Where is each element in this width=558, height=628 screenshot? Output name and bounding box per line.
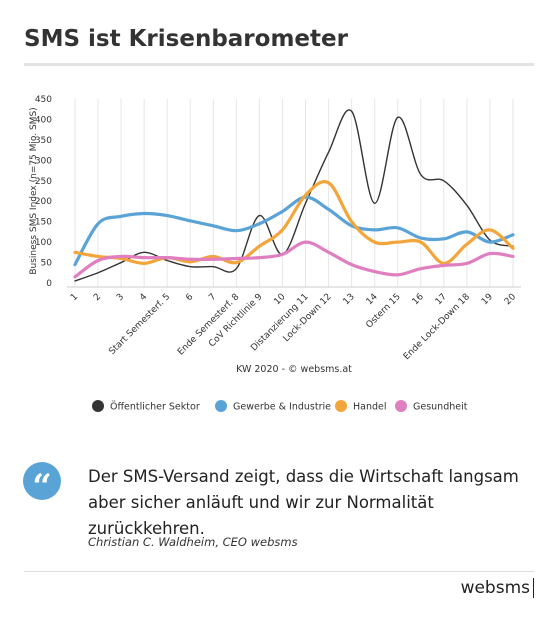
chart: 0 50 100 150 200 250 300 350 400 450 Business SMS … [29,95,521,413]
y-axis-label: Business SMS Index (n=75 Mio. SMS) [29,107,39,274]
y-tick-label: 350 [35,136,52,146]
x-tick-label: 14 [365,292,380,307]
legend-label: Gesundheit [413,402,468,413]
x-tick-label: 19 [480,292,495,307]
line [73,180,515,265]
line [73,195,515,267]
y-tick-label: 450 [35,95,52,105]
brand: websms [461,578,534,598]
y-tick-label: 150 [35,218,52,228]
divider [24,63,534,66]
x-tick-label: 3 [115,292,126,303]
x-tick-label: 13 [342,292,357,307]
x-tick-label: 10 [272,292,287,307]
x-tick-label: 17 [434,292,449,307]
quote-icon: “ [23,462,61,507]
legend-label: Gewerbe & Industrie [233,402,331,413]
x-tick-label: 16 [411,292,426,307]
line [73,240,515,279]
legend-label: Öffentlicher Sektor [110,402,200,413]
x-tick-label: 2 [92,292,103,303]
x-tick-label: 1 [69,292,80,303]
x-axis-label: KW 2020 - © websms.at [236,364,352,375]
y-tick-label: 400 [35,115,52,125]
legend-marker [92,400,104,412]
divider [24,571,534,572]
x-tick-label: 20 [503,292,518,307]
line [74,109,514,282]
x-tick-label: 7 [207,292,218,303]
y-tick-label: 50 [41,259,53,269]
y-tick-label: 0 [46,279,52,289]
legend-marker [215,400,227,412]
title: SMS ist Krisenbarometer [24,26,348,52]
y-tick-label: 200 [35,197,52,207]
y-tick-label: 300 [35,156,52,166]
x-tick-label: 6 [184,292,195,303]
y-tick-label: 100 [35,238,52,248]
quote-source: Christian C. Waldheim, CEO websms [88,535,298,549]
legend-label: Handel [353,402,387,413]
legend-marker [395,400,407,412]
x-tick-label: 4 [138,292,149,303]
legend-marker [335,400,347,412]
x-tick-label: Start Semesterf. 5 [107,292,172,357]
quote-text: Der SMS-Versand zeigt, dass die Wirtscha… [88,467,519,538]
y-tick-label: 250 [35,177,52,187]
